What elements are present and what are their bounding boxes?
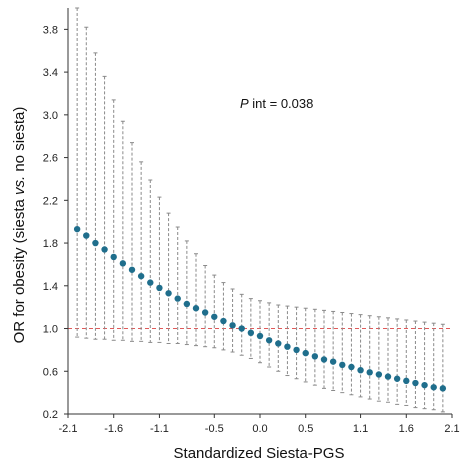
x-tick-label: -1.6 — [104, 423, 123, 435]
data-point — [329, 358, 337, 365]
data-point — [284, 343, 291, 350]
data-point — [247, 329, 255, 336]
data-point — [83, 232, 90, 239]
y-tick-label: 0.2 — [43, 409, 58, 421]
data-point — [384, 373, 392, 380]
x-tick-label: 2.1 — [444, 423, 459, 435]
data-point — [275, 340, 282, 347]
data-point — [302, 349, 309, 357]
data-point — [357, 366, 364, 374]
data-point — [393, 375, 401, 382]
y-tick-label: 1.4 — [43, 281, 58, 293]
data-point — [421, 381, 428, 389]
y-tick-label: 1.0 — [43, 324, 58, 336]
data-point — [220, 317, 227, 325]
data-point — [192, 305, 200, 312]
data-point — [165, 290, 172, 297]
data-point — [293, 346, 300, 354]
data-point — [101, 246, 108, 253]
y-tick-label: 0.6 — [43, 366, 58, 378]
y-axis-title-part2: no siesta) — [11, 107, 28, 176]
x-axis-title: Standardized Siesta-PGS — [174, 445, 345, 462]
data-point — [412, 379, 419, 387]
data-point — [211, 313, 218, 320]
data-point — [311, 353, 319, 360]
data-point — [201, 309, 209, 316]
y-tick-label: 1.8 — [43, 238, 58, 250]
p-interaction-annotation: P int = 0.038 — [240, 96, 313, 111]
data-point — [339, 361, 346, 369]
y-tick-label: 2.6 — [43, 153, 58, 165]
annotation-rest: int = 0.038 — [249, 96, 314, 111]
data-point — [128, 266, 136, 273]
y-tick-label: 3.0 — [43, 110, 58, 122]
y-tick-label: 2.2 — [43, 195, 58, 207]
data-point — [348, 363, 355, 371]
data-point — [92, 239, 99, 247]
data-point — [110, 253, 117, 261]
x-tick-label: 0.5 — [298, 423, 313, 435]
data-point — [229, 322, 236, 329]
data-point — [430, 384, 437, 391]
x-tick-label: -1.1 — [150, 423, 169, 435]
data-point — [156, 284, 163, 292]
data-point — [265, 337, 273, 344]
annotation-p: P — [240, 96, 249, 111]
x-tick-label: -2.1 — [59, 423, 78, 435]
data-point — [256, 332, 264, 340]
data-point — [183, 300, 191, 308]
y-tick-label: 3.8 — [43, 24, 58, 36]
data-point — [439, 385, 447, 392]
x-tick-label: 1.1 — [353, 423, 368, 435]
x-tick-label: -0.5 — [205, 423, 224, 435]
data-point — [320, 356, 328, 363]
y-axis-title-italic: vs. — [11, 176, 28, 195]
data-point — [137, 272, 145, 280]
data-point — [73, 225, 81, 233]
data-point — [174, 295, 181, 302]
data-point — [403, 377, 410, 385]
data-point — [375, 371, 383, 378]
y-axis-title-part1: OR for obesity (siesta — [11, 195, 28, 343]
data-point — [238, 325, 245, 332]
x-tick-label: 0.0 — [252, 423, 267, 435]
axis-layer: 0.2 0.6 1.0 1.4 1.8 2.2 2.6 3.0 3.4 3.8 -2.1 -1.6 -1… — [43, 8, 460, 435]
x-tick-label: 1.6 — [399, 423, 414, 435]
y-tick-label: 3.4 — [43, 67, 58, 79]
data-point — [147, 279, 154, 286]
data-point — [366, 369, 373, 376]
error-bar-layer — [75, 7, 445, 413]
y-axis-title: OR for obesity (siesta vs. no siesta) — [11, 107, 28, 344]
data-point — [119, 260, 127, 267]
point-layer — [73, 225, 447, 392]
